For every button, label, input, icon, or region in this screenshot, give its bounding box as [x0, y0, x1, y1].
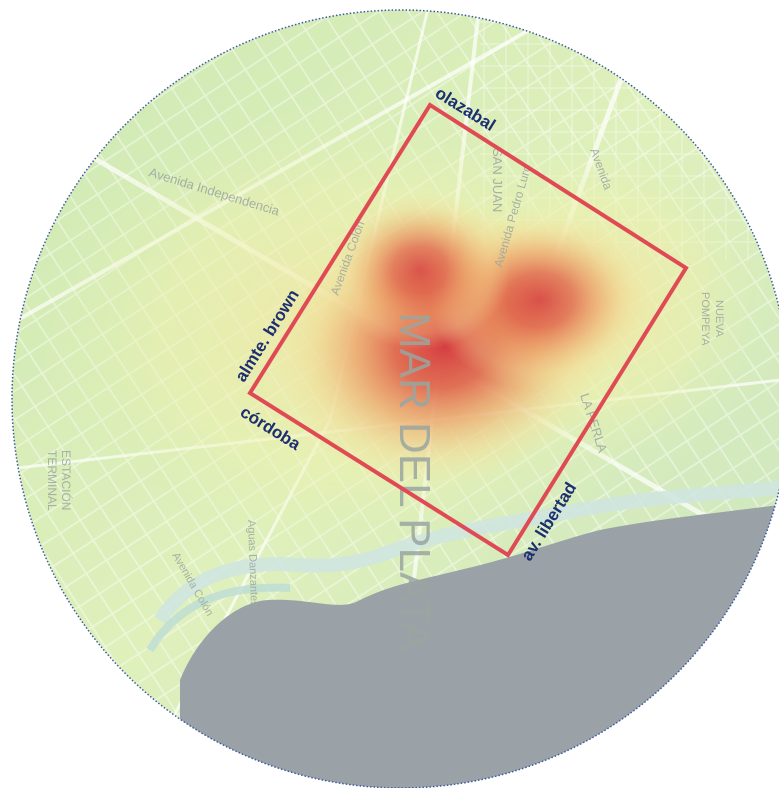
coast-road	[146, 583, 291, 653]
city-label: MAR DEL PLATA	[390, 312, 439, 652]
map-frame	[11, 9, 779, 789]
heat-core-north	[330, 190, 510, 350]
zone-boundary	[247, 102, 689, 558]
san-juan-label: SAN JUAN	[490, 148, 505, 212]
station-label-line2: TERMINAL	[45, 450, 59, 511]
aguas-danzantes-label: Aguas Danzantes	[245, 520, 260, 608]
neighborhood-label-line1: NUEVA	[713, 300, 725, 338]
coastline	[154, 481, 779, 625]
neighborhood-label-line2: POMPEYA	[699, 292, 711, 346]
station-label-line1: ESTACIÓN	[59, 450, 74, 510]
